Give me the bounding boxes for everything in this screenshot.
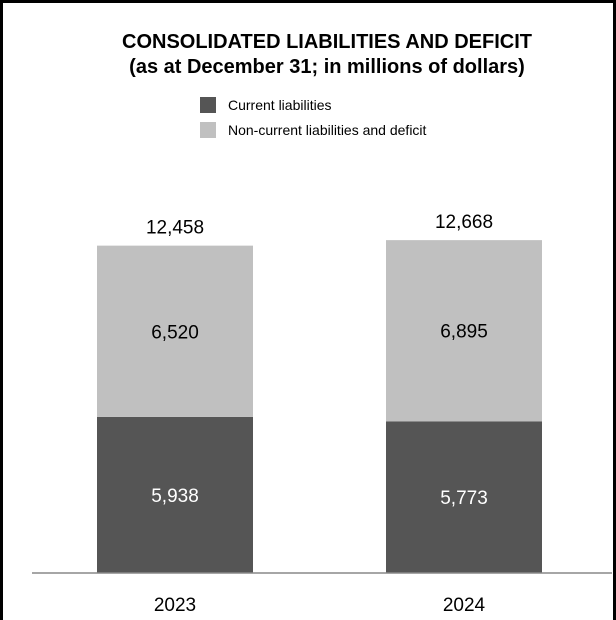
bar-2023-series-1 [97,245,253,417]
bar-2024-series-0 [386,421,542,573]
x-tick-label-2024: 2024 [443,595,486,616]
bars: 5,938 6,520 12,458 2023 5,773 6,895 12,668 2024 [97,212,542,616]
legend-label-noncurrent: Non-current liabilities and deficit [228,122,427,138]
chart-subtitle: (as at December 31; in millions of dolla… [129,56,525,78]
legend: Current liabilities Non-current liabilit… [200,97,427,138]
value-label-2024-series-0: 5,773 [440,488,488,509]
bar-2023-series-0 [97,416,253,573]
chart-title: CONSOLIDATED LIABILITIES AND DEFICIT [122,31,532,53]
legend-label-current: Current liabilities [228,97,331,113]
total-label-2024: 12,668 [435,212,493,233]
value-label-2024-series-1: 6,895 [440,322,488,343]
legend-swatch-noncurrent [200,122,216,138]
legend-swatch-current [200,97,216,113]
total-label-2023: 12,458 [146,218,204,239]
x-tick-label-2023: 2023 [154,595,196,616]
bar-2024-series-1 [386,240,542,422]
value-label-2023-series-1: 6,520 [151,322,199,343]
value-label-2023-series-0: 5,938 [151,486,199,507]
